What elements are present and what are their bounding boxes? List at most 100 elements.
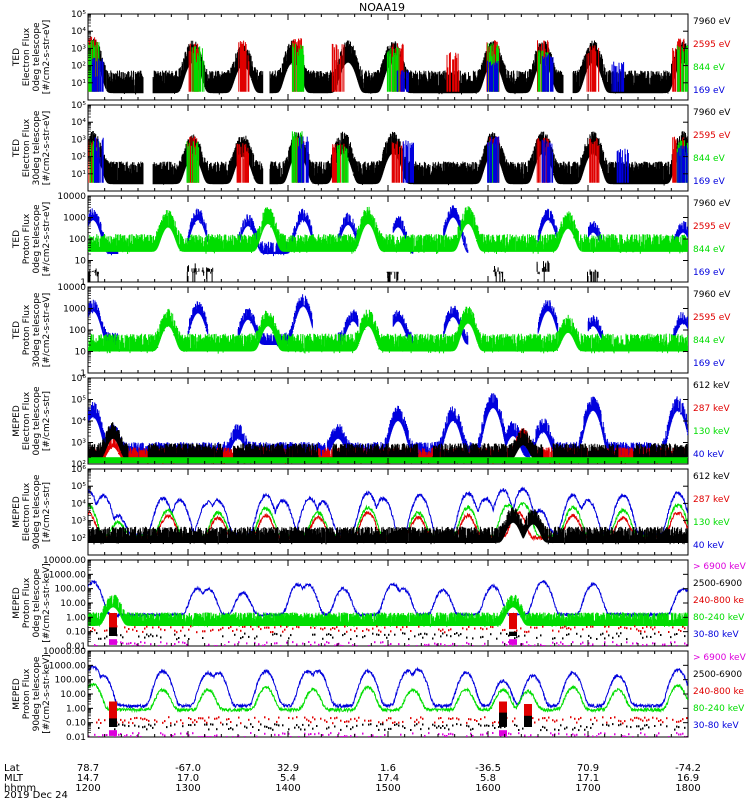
series-dot: [492, 721, 494, 724]
series-dot: [600, 732, 602, 735]
series-dot: [472, 645, 474, 646]
series-dot: [114, 728, 116, 731]
series-dot: [204, 719, 206, 722]
series-dot: [330, 717, 332, 720]
series-dot: [618, 719, 620, 722]
series-line: [88, 682, 688, 714]
series-dot: [138, 645, 140, 646]
y-tick-label: 10000: [57, 283, 86, 293]
series-dot: [596, 719, 598, 722]
series-dot: [226, 718, 228, 721]
series-dot: [434, 633, 436, 636]
series-4: [91, 53, 625, 92]
series-dot: [558, 729, 560, 732]
series-dot: [602, 632, 604, 635]
series-dot: [670, 636, 672, 639]
series-1: [88, 486, 688, 539]
series-dot: [144, 627, 146, 630]
series-dot: [190, 625, 192, 628]
legend-entry: 7960 eV: [693, 290, 731, 300]
series-dot: [218, 629, 220, 632]
series-dot: [480, 724, 482, 727]
legend-entry: 287 keV: [693, 495, 730, 505]
series-dot: [314, 733, 316, 736]
x-tick-label: 1500: [375, 783, 400, 794]
y-axis-label-line: 30deg telescope: [32, 292, 42, 367]
series-dot: [144, 636, 146, 639]
series-1: [88, 664, 688, 710]
series-dot: [416, 718, 418, 721]
series-dot: [214, 645, 216, 646]
series-dot: [452, 733, 454, 736]
series-dot: [326, 641, 328, 644]
y-axis-label-line: 0deg telescope: [32, 568, 42, 638]
series-dot: [588, 634, 590, 637]
series-dot: [274, 626, 276, 629]
series-dot: [232, 630, 234, 632]
series-dot: [382, 723, 384, 726]
series-dot: [644, 716, 646, 719]
series-dot: [638, 629, 640, 632]
series-dot: [608, 724, 610, 727]
series-dot: [226, 736, 228, 737]
series-dot: [642, 644, 644, 646]
series-dot: [436, 643, 438, 646]
series-2: [88, 206, 688, 254]
y-tick-label: 0.10: [66, 719, 86, 729]
series-dot: [582, 641, 584, 644]
series-dot: [606, 645, 608, 646]
series-dot: [290, 736, 292, 737]
series-blob: [499, 712, 507, 727]
legend-entry: 40 keV: [693, 541, 725, 551]
series-dot: [570, 628, 572, 631]
series-dot: [362, 732, 364, 735]
series-dot: [334, 717, 336, 720]
series-dot: [152, 626, 154, 629]
y-axis-label-line: 30deg telescope: [32, 110, 42, 185]
series-dot: [204, 723, 206, 726]
legend-entry: 169 eV: [693, 268, 726, 278]
y-tick-label: 10²: [71, 62, 86, 72]
series-dot: [172, 645, 174, 646]
series-dot: [506, 735, 508, 737]
series-dot: [484, 642, 486, 645]
legend-entry: 844 eV: [693, 63, 726, 73]
series-dot: [264, 725, 266, 728]
series-dot: [432, 723, 434, 726]
panel-plot-area: [88, 205, 688, 282]
series-dot: [148, 635, 150, 638]
series-dot: [470, 718, 472, 721]
series-dot: [480, 733, 482, 736]
series-dot: [500, 726, 502, 729]
series-dot: [392, 721, 394, 724]
series-dot: [466, 721, 468, 724]
series-dot: [420, 632, 422, 635]
series-dot: [278, 724, 280, 727]
series-dot: [574, 734, 576, 737]
series-dot: [298, 726, 300, 729]
series-dot: [480, 718, 482, 721]
series-dot: [348, 720, 350, 723]
y-tick-label: 0.10: [66, 628, 86, 638]
y-axis-label-line: Electron Flux: [22, 482, 32, 541]
series-dot: [354, 717, 356, 720]
legend-entry: 2595 eV: [693, 40, 731, 50]
series-blob: [109, 730, 117, 736]
series-dot: [608, 625, 610, 628]
series-dot: [260, 628, 262, 631]
series-dot: [220, 736, 222, 737]
legend-entry: 2595 eV: [693, 222, 731, 232]
legend-entry: 2500-6900: [693, 579, 742, 589]
date-label: 2019 Dec 24: [4, 790, 68, 800]
series-dot: [350, 638, 352, 641]
series-dot: [544, 726, 546, 729]
series-dot: [264, 626, 266, 629]
series-dot: [560, 641, 562, 644]
series-dot: [520, 627, 522, 630]
series-dot: [346, 720, 348, 723]
y-tick-label: 10⁴: [71, 118, 86, 128]
series-dot: [236, 736, 238, 737]
y-axis-label-line: [#/cm2-s-str-eV]: [42, 202, 52, 277]
series-dot: [88, 735, 90, 737]
